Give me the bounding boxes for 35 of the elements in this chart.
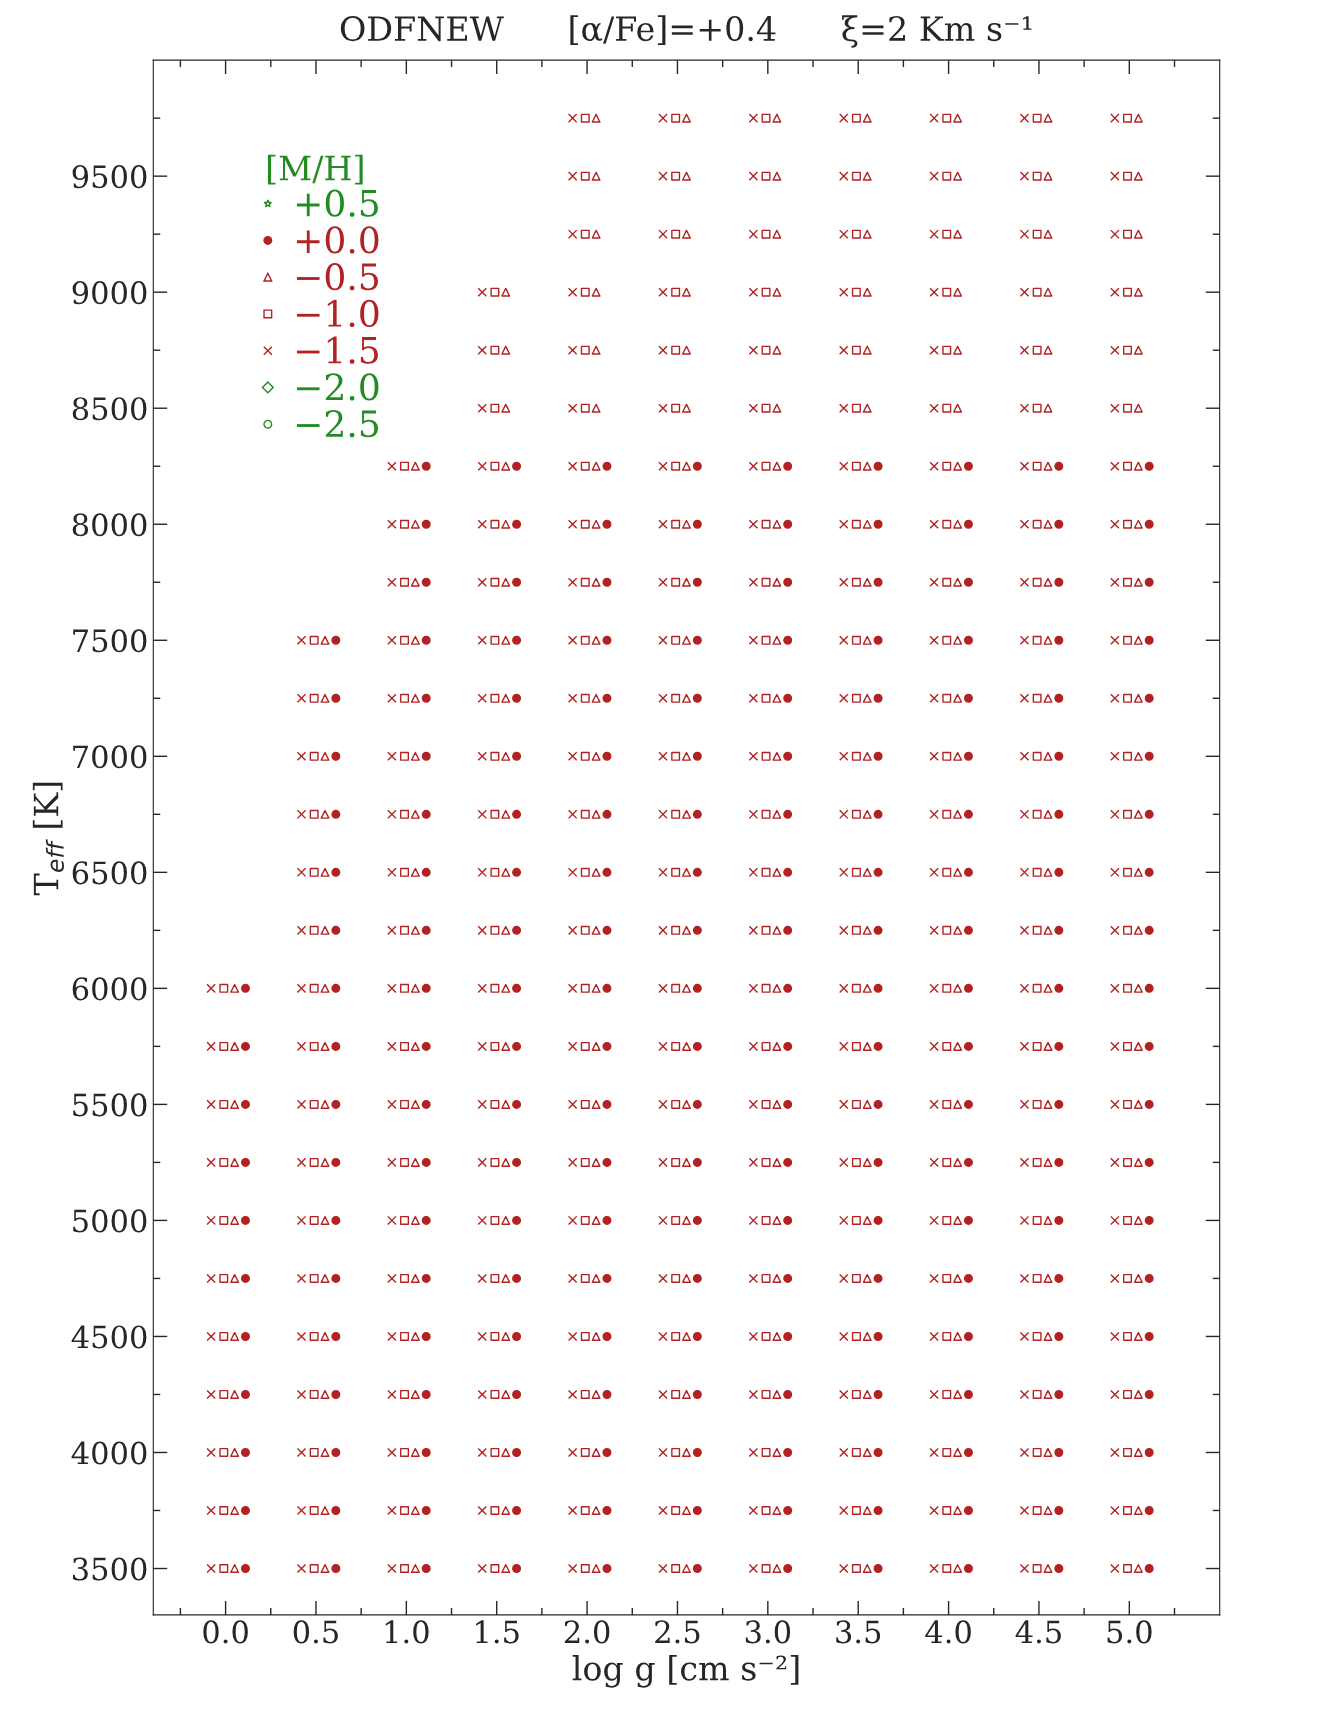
y-tick-label: 5000 <box>73 1209 147 1233</box>
legend-label: −2.0 <box>296 373 379 401</box>
x-tick-label: 0.0 <box>203 1620 248 1644</box>
x-tick-label: 0.5 <box>293 1620 338 1644</box>
y-tick-label: 9000 <box>72 281 147 305</box>
x-tick-label: 2.5 <box>655 1620 700 1644</box>
legend-label: −0.5 <box>296 263 379 291</box>
y-tick-label: 6500 <box>72 861 147 885</box>
x-tick-label: 1.5 <box>476 1620 519 1644</box>
x-tick-label: 1.0 <box>385 1620 429 1644</box>
chart-title: ODFNEW [α/Fe]=+0.4 ξ=2 Km s⁻¹ <box>340 15 1032 48</box>
x-tick-label: 3.5 <box>836 1620 881 1644</box>
y-tick-label: 8500 <box>72 397 147 421</box>
x-tick-label: 2.0 <box>564 1620 610 1644</box>
legend-label: −1.5 <box>296 336 379 364</box>
legend-label: +0.0 <box>296 226 379 254</box>
y-tick-label: 4000 <box>71 1441 147 1465</box>
y-tick-label: 4500 <box>71 1325 147 1349</box>
y-tick-label: 6000 <box>72 977 147 1001</box>
y-tick-label: 7000 <box>73 745 147 769</box>
y-axis-title: T$_{eff}$ [K] <box>32 782 64 896</box>
x-tick-label: 4.0 <box>925 1620 971 1644</box>
y-tick-label: 9500 <box>72 165 147 189</box>
y-tick-label: 3500 <box>73 1557 147 1581</box>
y-tick-label: 7500 <box>73 629 147 653</box>
y-tick-label: 8000 <box>72 513 147 537</box>
x-tick-label: 5.0 <box>1107 1620 1152 1644</box>
legend-label: −1.0 <box>296 299 379 328</box>
x-tick-label: 3.0 <box>745 1620 791 1644</box>
legend-label: −2.5 <box>296 410 379 438</box>
x-axis-title: log g [cm s⁻²] <box>572 1654 799 1688</box>
y-tick-label: 5500 <box>73 1093 147 1117</box>
legend-title: [M/H] <box>267 154 363 185</box>
x-tick-label: 4.5 <box>1015 1620 1061 1644</box>
legend-label: +0.5 <box>296 189 379 217</box>
